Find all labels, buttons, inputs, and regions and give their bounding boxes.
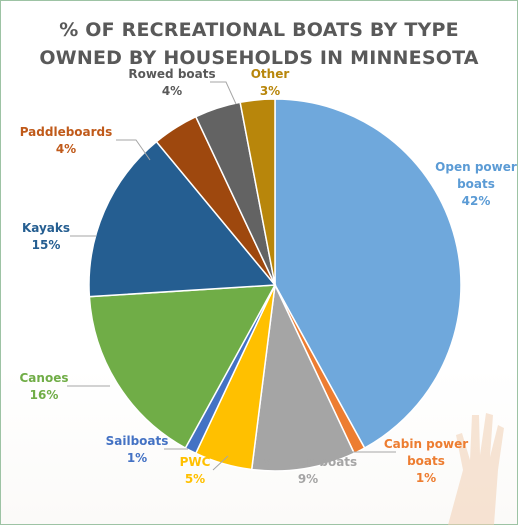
slice-label-pontoon-boats: Pontoon boats 9% bbox=[259, 455, 357, 486]
slice-label-sailboats: Sailboats 1% bbox=[106, 434, 169, 465]
leader-line-paddleboards bbox=[116, 139, 151, 161]
slice-label-rowed-boats: Rowed boats 4% bbox=[128, 67, 215, 98]
slice-labels: Open power boats 42% Cabin power boats 1% Pont… bbox=[20, 67, 517, 486]
slice-label-kayaks: Kayaks 15% bbox=[22, 221, 70, 252]
pie-slice-other bbox=[239, 98, 276, 286]
slice-label-paddleboards: Paddleboards 4% bbox=[20, 125, 113, 156]
slice-label-pwc: PWC 5% bbox=[180, 455, 211, 486]
slice-label-canoes: Canoes 16% bbox=[20, 371, 69, 402]
slice-label-other: Other 3% bbox=[251, 67, 290, 98]
pie-slice-kayaks bbox=[88, 140, 277, 298]
pie-slice-open-power-boats bbox=[274, 98, 462, 450]
pie-slice-pontoon-boats bbox=[250, 282, 356, 472]
chart-title-line-2: OWNED BY HOUSEHOLDS IN MINNESOTA bbox=[39, 47, 479, 69]
slice-label-open-power-boats: Open power boats 42% bbox=[435, 160, 517, 208]
pie-slice-canoes bbox=[88, 284, 277, 450]
raised-hand-decoration bbox=[448, 413, 504, 525]
chart-title-line-1: % OF RECREATIONAL BOATS BY TYPE bbox=[59, 19, 459, 41]
pie-slices bbox=[88, 98, 462, 472]
slice-label-cabin-power-boats: Cabin power boats 1% bbox=[384, 437, 468, 485]
leader-lines bbox=[67, 81, 396, 471]
leader-line-rowed-boats bbox=[210, 81, 237, 105]
leader-line-pwc bbox=[212, 455, 229, 471]
